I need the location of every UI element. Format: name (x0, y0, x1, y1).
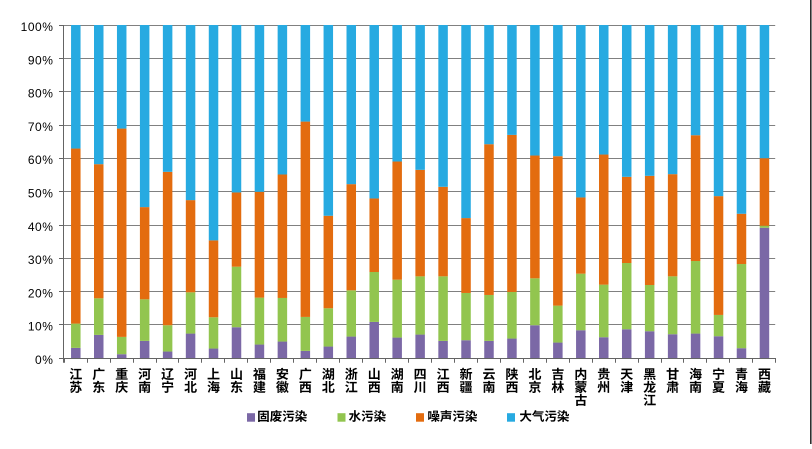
svg-text:50%: 50% (28, 187, 54, 201)
svg-text:80%: 80% (28, 87, 54, 101)
svg-text:10%: 10% (28, 320, 54, 334)
svg-text:0%: 0% (35, 353, 53, 367)
svg-text:90%: 90% (28, 53, 54, 67)
svg-text:40%: 40% (28, 220, 54, 234)
svg-text:20%: 20% (28, 286, 54, 300)
svg-text:30%: 30% (28, 253, 54, 267)
svg-text:60%: 60% (28, 153, 54, 167)
svg-text:100%: 100% (21, 20, 54, 34)
svg-text:70%: 70% (28, 120, 54, 134)
